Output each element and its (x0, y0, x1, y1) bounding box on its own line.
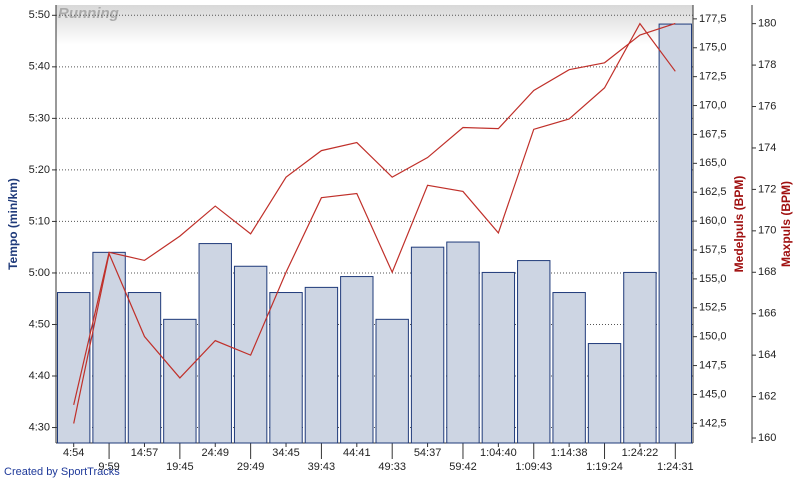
y3-tick-label: 160 (758, 432, 776, 444)
x-tick-label: 1:04:40 (480, 447, 517, 459)
bar (163, 318, 197, 444)
bar (446, 241, 480, 444)
x-tick-label: 9:59 (98, 461, 119, 473)
y2-tick-label: 152,5 (699, 302, 727, 314)
x-tick-label: 59:42 (449, 461, 477, 473)
x-tick-label: 49:33 (378, 461, 406, 473)
y3-tick-label: 172 (758, 183, 776, 195)
header-band (56, 5, 693, 45)
y3-tick-label: 162 (758, 390, 776, 402)
y2-tick-label: 167,5 (699, 128, 727, 140)
y2-tick-label: 142,5 (699, 417, 727, 429)
credit: Created by SportTracks (4, 466, 120, 478)
y2-tick-label: 175,0 (699, 42, 727, 54)
y3-tick-label: 166 (758, 308, 776, 320)
y-tick-label: 4:30 (29, 421, 50, 433)
x-tick-label: 54:37 (414, 447, 442, 459)
y2-tick-label: 162,5 (699, 186, 727, 198)
x-tick-label: 1:09:43 (515, 461, 552, 473)
bar (198, 243, 232, 444)
y2-tick-label: 157,5 (699, 244, 727, 256)
y2-tick-label: 170,0 (699, 99, 727, 111)
y-tick-label: 4:40 (29, 370, 50, 382)
x-tick-label: 1:24:31 (657, 461, 694, 473)
y-axis-title: Tempo (min/km) (6, 178, 20, 270)
y-tick-label: 5:00 (29, 267, 50, 279)
x-tick-label: 44:41 (343, 447, 371, 459)
bar (410, 246, 445, 444)
x-tick-label: 1:14:38 (551, 447, 588, 459)
y3-tick-label: 178 (758, 59, 776, 71)
y-tick-label: 5:50 (29, 9, 50, 21)
bar (127, 292, 162, 444)
y-tick-label: 4:50 (29, 318, 50, 330)
y3-tick-label: 170 (758, 225, 776, 237)
bar (92, 251, 126, 444)
y-tick-label: 5:10 (29, 215, 50, 227)
x-tick-label: 29:49 (237, 461, 265, 473)
bar (481, 271, 516, 444)
y3-tick-label: 174 (758, 142, 776, 154)
y3-tick-label: 168 (758, 266, 776, 278)
y3-tick-label: 164 (758, 349, 776, 361)
y2-tick-label: 147,5 (699, 359, 727, 371)
x-tick-label: 4:54 (63, 447, 84, 459)
y-tick-label: 5:30 (29, 112, 50, 124)
x-tick-label: 39:43 (308, 461, 336, 473)
y2-tick-label: 165,0 (699, 157, 727, 169)
x-tick-label: 1:19:24 (586, 461, 623, 473)
bar (340, 276, 374, 444)
bar (517, 260, 551, 444)
x-tick-label: 24:49 (201, 447, 229, 459)
y3-tick-label: 180 (758, 18, 776, 30)
x-tick-label: 14:57 (131, 447, 159, 459)
y2-tick-label: 160,0 (699, 215, 727, 227)
y-tick-label: 5:40 (29, 61, 50, 73)
y2-tick-label: 150,0 (699, 331, 727, 343)
y2-tick-label: 145,0 (699, 388, 727, 400)
bar (658, 23, 692, 444)
line (73, 22, 676, 424)
bar (304, 286, 339, 444)
bar (552, 292, 586, 444)
y3-axis-title: Maxpuls (BPM) (779, 181, 793, 267)
bar (57, 292, 91, 444)
bar (587, 343, 622, 444)
y2-axis-title: Medelpuls (BPM) (732, 176, 746, 273)
y2-tick-label: 177,5 (699, 13, 727, 25)
bar (623, 271, 657, 444)
x-tick-label: 34:45 (272, 447, 300, 459)
bar (269, 292, 303, 444)
line (73, 22, 676, 405)
y2-tick-label: 172,5 (699, 71, 727, 83)
x-tick-label: 19:45 (166, 461, 194, 473)
x-tick-label: 1:24:22 (622, 447, 659, 459)
bar (375, 318, 409, 444)
y2-tick-label: 155,0 (699, 273, 727, 285)
chart-title: Running (58, 5, 119, 22)
y3-tick-label: 176 (758, 100, 776, 112)
y-tick-label: 5:20 (29, 164, 50, 176)
